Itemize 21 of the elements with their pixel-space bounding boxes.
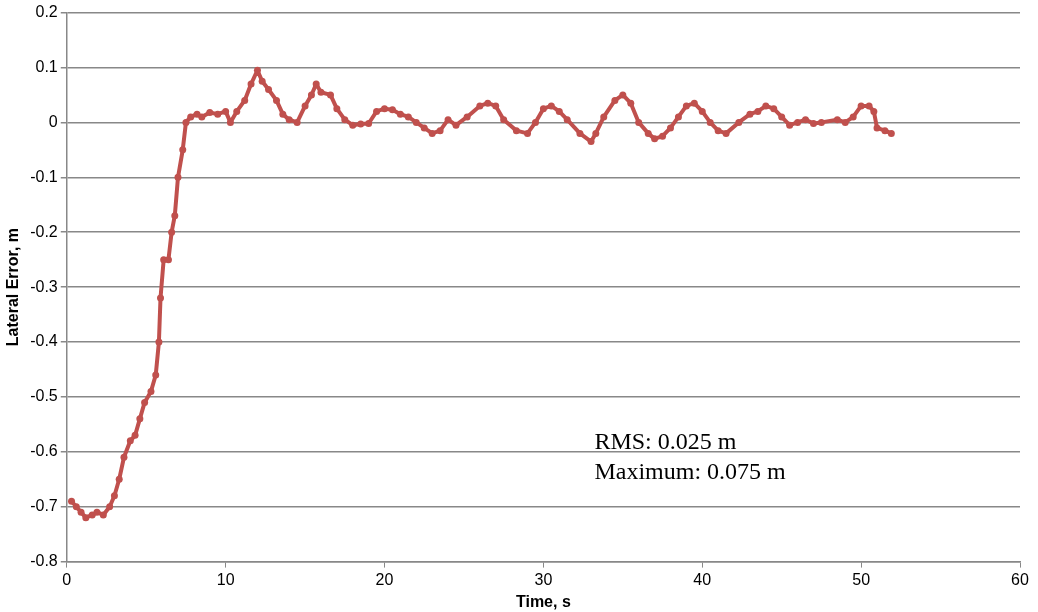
x-tick-label: 30 bbox=[534, 570, 553, 588]
y-tick-label: -0.5 bbox=[30, 387, 58, 405]
y-tick-label: 0.1 bbox=[35, 57, 58, 75]
y-tick-label: -0.6 bbox=[30, 442, 58, 460]
y-tick-label: -0.1 bbox=[30, 167, 58, 185]
x-tick-label: 10 bbox=[216, 570, 235, 588]
y-tick-label: 0 bbox=[48, 112, 58, 130]
x-tick-label: 20 bbox=[375, 570, 394, 588]
x-tick-label: 0 bbox=[62, 570, 72, 588]
y-tick-label: -0.8 bbox=[30, 552, 58, 570]
y-tick-label: -0.7 bbox=[30, 497, 58, 515]
y-tick-label: -0.4 bbox=[30, 332, 58, 350]
x-tick-label: 60 bbox=[1011, 570, 1029, 588]
y-tick-label: -0.3 bbox=[30, 277, 58, 295]
x-tick-label: 40 bbox=[693, 570, 712, 588]
y-tick-label: 0.2 bbox=[35, 3, 58, 21]
x-axis-title: Time, s bbox=[515, 592, 571, 610]
y-tick-label: -0.2 bbox=[30, 222, 58, 240]
y-axis-title: Lateral Error, m bbox=[4, 227, 22, 347]
x-tick-label: 50 bbox=[852, 570, 871, 588]
annotation: RMS: 0.025 m Maximum: 0.075 m bbox=[594, 428, 787, 485]
